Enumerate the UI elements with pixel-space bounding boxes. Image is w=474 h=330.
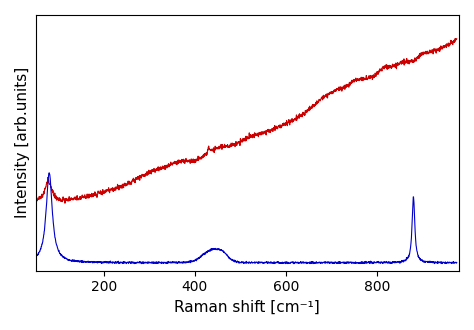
Y-axis label: Intensity [arb.units]: Intensity [arb.units] — [15, 67, 30, 218]
X-axis label: Raman shift [cm⁻¹]: Raman shift [cm⁻¹] — [174, 300, 320, 315]
